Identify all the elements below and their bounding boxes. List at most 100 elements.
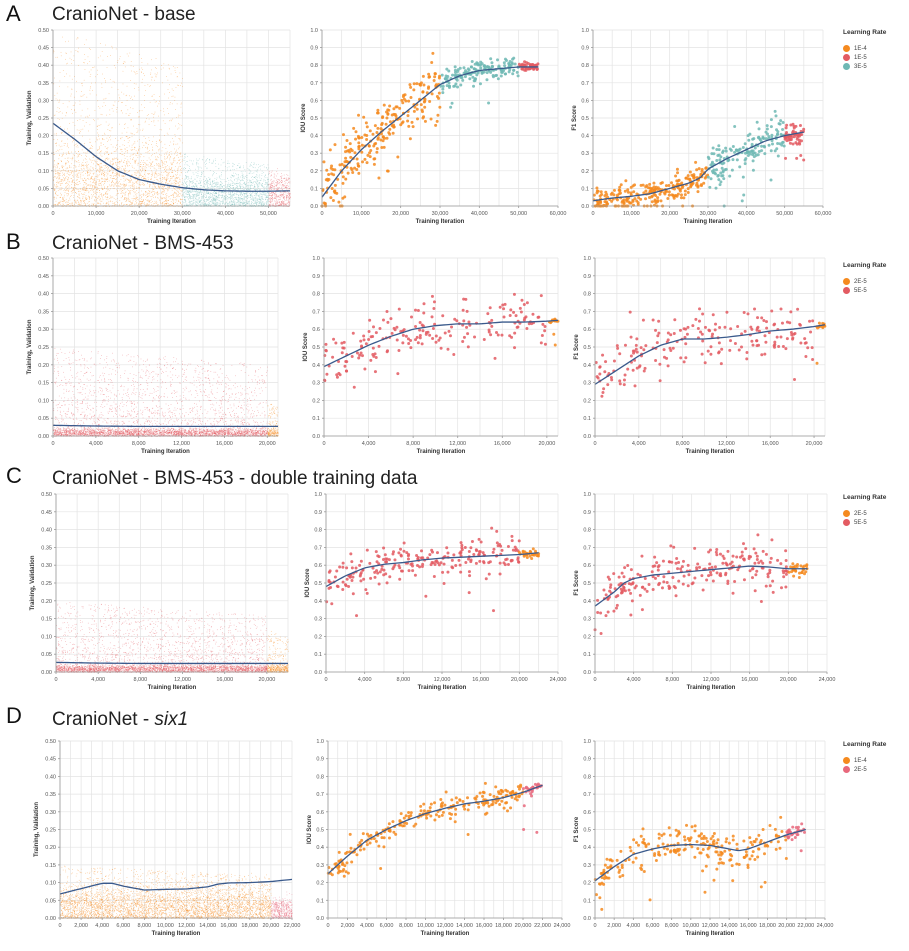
loss-point	[61, 133, 63, 134]
loss-point	[183, 169, 185, 170]
loss-point	[184, 199, 186, 200]
loss-point	[243, 199, 245, 201]
loss-point	[66, 173, 68, 174]
loss-point	[134, 172, 135, 174]
loss-point	[124, 149, 126, 150]
loss-point	[61, 154, 63, 155]
loss-point	[200, 185, 202, 186]
loss-point	[239, 191, 241, 193]
loss-point	[250, 185, 251, 186]
loss-point	[126, 99, 128, 101]
loss-point	[142, 183, 143, 185]
loss-point	[243, 176, 245, 178]
loss-point	[234, 184, 236, 185]
loss-point	[123, 177, 125, 179]
loss-point	[73, 145, 75, 146]
loss-point	[171, 195, 172, 196]
loss-point	[135, 169, 137, 171]
loss-point	[70, 93, 72, 95]
loss-point	[82, 174, 84, 176]
loss-point	[95, 200, 97, 202]
loss-point	[98, 138, 100, 140]
loss-point	[236, 202, 237, 204]
loss-point	[112, 184, 114, 186]
loss-point	[119, 175, 120, 176]
loss-point	[83, 189, 85, 191]
loss-point	[217, 197, 219, 199]
loss-point	[163, 172, 165, 173]
loss-point	[276, 187, 278, 189]
loss-point	[161, 188, 163, 190]
loss-point	[182, 191, 184, 193]
loss-point	[189, 203, 191, 205]
loss-point	[266, 191, 268, 193]
loss-point	[215, 204, 217, 205]
loss-point	[82, 120, 84, 121]
loss-point	[53, 51, 55, 52]
loss-point	[168, 174, 170, 176]
loss-point	[170, 120, 172, 122]
loss-point	[178, 114, 180, 116]
loss-point	[227, 169, 228, 171]
loss-point	[250, 193, 252, 195]
loss-point	[177, 168, 179, 170]
loss-point	[91, 175, 93, 177]
loss-point	[224, 202, 226, 204]
loss-point	[153, 136, 154, 138]
loss-point	[135, 172, 137, 174]
loss-point	[216, 186, 218, 188]
loss-point	[143, 184, 145, 186]
loss-point	[241, 202, 243, 203]
loss-point	[109, 189, 111, 191]
loss-point	[258, 163, 259, 165]
loss-point	[144, 121, 146, 123]
loss-point	[253, 181, 254, 183]
loss-point	[137, 171, 138, 173]
loss-point	[84, 62, 85, 64]
loss-point	[236, 194, 237, 196]
loss-point	[241, 179, 243, 180]
loss-point	[260, 180, 262, 181]
loss-point	[156, 175, 158, 177]
loss-point	[228, 189, 229, 190]
loss-point	[95, 181, 97, 183]
loss-point	[87, 174, 89, 176]
loss-point	[231, 177, 232, 179]
loss-point	[165, 203, 166, 205]
loss-point	[199, 194, 200, 196]
loss-point	[204, 181, 205, 182]
loss-point	[157, 184, 159, 186]
loss-point	[98, 179, 100, 180]
loss-point	[89, 87, 91, 89]
loss-point	[135, 154, 137, 156]
loss-point	[93, 194, 94, 195]
loss-point	[92, 178, 93, 180]
loss-point	[123, 140, 125, 141]
loss-point	[199, 191, 201, 193]
loss-point	[162, 82, 163, 84]
loss-point	[179, 202, 181, 204]
loss-point	[212, 203, 214, 205]
loss-point	[240, 204, 242, 206]
loss-point	[124, 158, 126, 159]
loss-point	[152, 183, 154, 185]
loss-point	[282, 194, 284, 196]
loss-point	[158, 166, 160, 168]
loss-point	[120, 188, 122, 190]
loss-point	[105, 158, 106, 160]
loss-point	[108, 130, 110, 131]
loss-point	[237, 191, 239, 193]
loss-point	[141, 190, 142, 192]
loss-point	[82, 135, 83, 137]
loss-point	[224, 196, 226, 197]
loss-point	[53, 52, 54, 54]
loss-point	[130, 180, 132, 181]
loss-point	[110, 196, 112, 198]
loss-point	[248, 173, 250, 175]
loss-point	[124, 186, 125, 188]
loss-point	[166, 153, 167, 155]
loss-point	[59, 202, 61, 204]
loss-point	[234, 202, 236, 204]
loss-point	[243, 202, 244, 203]
loss-point	[113, 174, 115, 176]
